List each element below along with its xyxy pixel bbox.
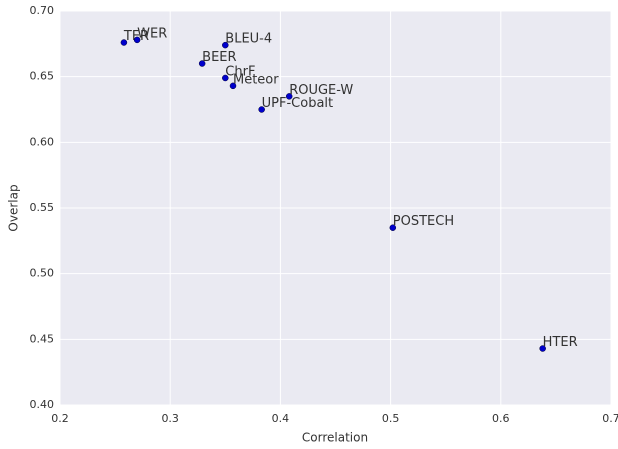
point-label: Meteor (233, 72, 279, 87)
y-tick-label: 0.40 (30, 398, 55, 411)
y-tick-label: 0.55 (30, 201, 55, 214)
point (258, 106, 265, 113)
point (222, 74, 229, 82)
y-axis-label: Overlap (7, 184, 21, 231)
x-tick-label: 0.2 (51, 412, 69, 425)
point (222, 41, 229, 49)
point-label: UPF-Cobalt (262, 96, 333, 111)
point-label: BEER (202, 50, 236, 65)
x-tick-label: 0.5 (382, 412, 400, 425)
point-label: ROUGE-W (289, 83, 353, 98)
point (198, 60, 206, 67)
point (285, 93, 293, 100)
point (133, 36, 141, 44)
y-tick-label: 0.45 (30, 332, 55, 345)
point (229, 82, 237, 90)
y-tick-label: 0.65 (30, 70, 55, 83)
y-tick-label: 0.60 (30, 135, 55, 148)
point (389, 224, 397, 231)
point-label: BLEU-4 (225, 32, 272, 47)
point-label: TER (123, 29, 149, 44)
x-tick-label: 0.3 (161, 412, 179, 425)
x-tick-label: 0.6 (492, 412, 510, 425)
point-label: POSTECH (393, 214, 454, 229)
point-label: HTER (543, 335, 578, 350)
y-tick-label: 0.50 (30, 267, 55, 280)
point (539, 345, 546, 352)
x-axis-label: Correlation (302, 431, 368, 445)
point-label: ChrF (225, 64, 255, 79)
x-tick-label: 0.7 (602, 412, 618, 425)
point-label: WER (137, 26, 167, 41)
x-tick-label: 0.4 (272, 412, 290, 425)
point (120, 39, 128, 46)
y-tick-label: 0.70 (30, 4, 55, 17)
